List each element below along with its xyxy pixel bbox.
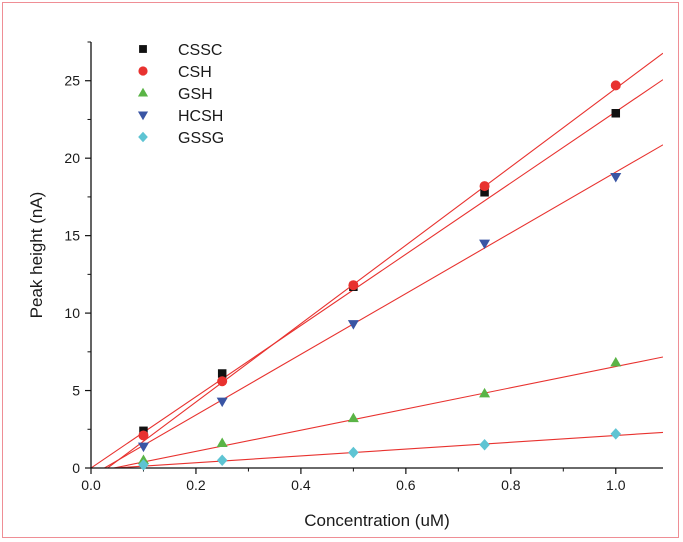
x-tick-label: 0.0 [81, 477, 101, 493]
fit-lines [91, 52, 663, 468]
y-tick-label: 10 [64, 305, 80, 321]
legend-label-csh: CSH [178, 64, 212, 81]
legend-marker-csh [138, 66, 148, 76]
data-point-csh [348, 280, 359, 291]
legend-marker-cssc [139, 45, 147, 53]
data-point-gssg [138, 459, 149, 471]
fit-line-csh [106, 52, 663, 468]
data-point-cssc [611, 109, 621, 118]
x-axis-title: Concentration (uM) [304, 511, 450, 530]
y-tick-label: 25 [64, 73, 80, 89]
legend-label-gsh: GSH [178, 86, 213, 103]
legend-label-hcsh: HCSH [178, 108, 223, 125]
x-tick-label: 0.4 [291, 477, 311, 493]
data-point-hcsh [347, 320, 359, 330]
legend: CSSC CSH GSH HCSH GSSG [137, 42, 224, 147]
data-point-hcsh [479, 239, 491, 250]
fit-line-gssg [106, 431, 663, 468]
fit-line-cssc [91, 79, 663, 468]
x-tick-label: 0.8 [501, 477, 521, 493]
y-axis-title: Peak height (nA) [27, 192, 46, 319]
data-point-gsh [347, 412, 359, 423]
fit-line-hcsh [103, 144, 663, 468]
legend-label-gssg: GSSG [178, 130, 224, 147]
y-tick-label: 0 [72, 460, 80, 476]
axes: 0.0 0.2 0.4 0.6 0.8 1.0 0 5 10 15 20 25 [64, 41, 663, 493]
legend-item-csh: CSH [138, 64, 212, 81]
legend-item-hcsh: HCSH [137, 108, 223, 125]
legend-marker-hcsh [137, 111, 149, 121]
data-point-csh [138, 430, 149, 441]
data-point-gssg [348, 446, 359, 459]
data-point-cssc [480, 188, 489, 197]
y-tick-label: 5 [72, 383, 80, 399]
data-point-gsh [216, 437, 228, 447]
data-point-hcsh [137, 442, 149, 453]
legend-item-gsh: GSH [137, 86, 213, 103]
data-point-csh [479, 181, 490, 192]
fit-line-gsh [111, 356, 663, 468]
legend-item-gssg: GSSG [138, 130, 224, 147]
data-point-gssg [610, 428, 622, 440]
y-tick-label: 15 [64, 228, 80, 244]
legend-marker-gssg [138, 131, 148, 143]
x-tick-label: 1.0 [606, 477, 626, 493]
data-point-csh [217, 376, 228, 387]
y-tick-label: 20 [64, 150, 80, 166]
data-point-hcsh [610, 173, 622, 183]
data-markers [137, 80, 622, 471]
legend-marker-gsh [137, 87, 149, 97]
data-point-csh [610, 80, 621, 91]
data-point-gsh [479, 387, 491, 398]
data-point-gsh [610, 356, 622, 367]
legend-label-cssc: CSSC [178, 42, 222, 59]
data-point-cssc [217, 369, 227, 378]
x-tick-label: 0.2 [186, 477, 206, 493]
data-point-gssg [479, 439, 490, 451]
data-point-hcsh [216, 397, 228, 408]
legend-item-cssc: CSSC [139, 42, 222, 59]
x-tick-label: 0.6 [396, 477, 416, 493]
data-point-gssg [216, 454, 228, 467]
